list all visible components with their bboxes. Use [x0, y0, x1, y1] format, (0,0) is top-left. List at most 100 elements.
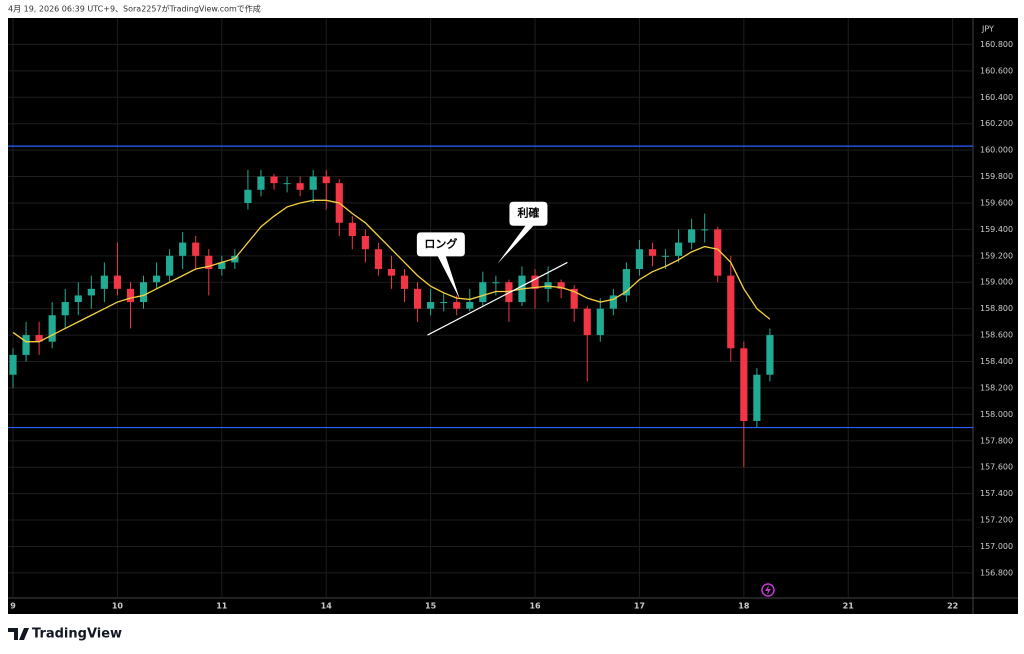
candle-body [701, 229, 709, 231]
y-tick-label: 159.200 [980, 251, 1013, 260]
trend-line [427, 261, 568, 336]
candle-body [387, 269, 396, 276]
candle-body [218, 262, 226, 270]
candle-body [361, 235, 369, 250]
y-tick-label: 158.600 [980, 331, 1013, 340]
y-tick-label: 158.400 [980, 357, 1013, 366]
candle-body [139, 282, 148, 303]
candle-body [374, 249, 383, 270]
candle-body [766, 335, 774, 375]
annotation: ロング [416, 232, 465, 300]
candle-body [179, 242, 187, 256]
candle-body [635, 249, 644, 270]
candle-body [309, 176, 317, 190]
x-tick-label: 10 [112, 602, 124, 611]
y-tick-label: 157.200 [980, 516, 1013, 525]
candle-body [648, 249, 657, 256]
annotation-label: ロング [424, 236, 457, 250]
candle-body [622, 269, 630, 296]
candle-body [544, 282, 552, 289]
candle-body [322, 176, 330, 184]
x-tick-label: 22 [947, 602, 958, 611]
x-tick-label: 16 [529, 602, 541, 611]
y-tick-label: 159.000 [980, 278, 1013, 287]
candle-body [596, 308, 604, 336]
candle-body [440, 302, 448, 304]
x-tick-label: 14 [321, 602, 333, 611]
x-tick-label: 17 [634, 602, 645, 611]
candle-body [74, 295, 82, 303]
candle-body [48, 315, 56, 342]
candle-body [688, 229, 696, 243]
y-tick-label: 159.400 [980, 225, 1013, 234]
annotation: 利確 [497, 201, 548, 264]
y-tick-label: 156.800 [980, 568, 1013, 577]
candle-body [35, 335, 43, 342]
candle-body [348, 222, 356, 236]
y-tick-label: 160.200 [980, 119, 1013, 128]
candle-body [557, 282, 565, 289]
alert-icon[interactable] [761, 583, 775, 597]
candle-body [740, 348, 748, 421]
candle-body [100, 275, 108, 289]
header-caption: 4月 19, 2026 06:39 UTC+9、Sora2257がTrading… [8, 4, 261, 14]
y-tick-label: 160.400 [980, 93, 1013, 102]
chart-background [8, 18, 1018, 614]
y-tick-label: 160.600 [980, 66, 1013, 75]
candle-body [9, 354, 17, 375]
brand-name: TradingView [32, 627, 122, 642]
candle-body [466, 302, 474, 309]
brand-mark [8, 628, 29, 640]
candle-body [113, 275, 122, 289]
candle-body [257, 176, 265, 190]
candle-body [270, 176, 278, 184]
alert-bolt[interactable] [765, 585, 771, 595]
candle-body [753, 374, 761, 421]
candle-body [674, 242, 683, 256]
candle-body [714, 229, 722, 276]
candle-body [283, 183, 291, 185]
moving-average [12, 199, 771, 343]
y-tick-label: 157.400 [980, 489, 1013, 498]
candle-body [61, 302, 69, 316]
x-tick-label: 18 [738, 602, 750, 611]
candle-body [400, 275, 409, 289]
candle-body [570, 288, 578, 309]
candle-body [296, 183, 304, 190]
candle-body [205, 255, 213, 270]
x-tick-label: 15 [425, 602, 437, 611]
candle-body [413, 288, 422, 309]
alert-circle[interactable] [761, 583, 775, 597]
y-tick-label: 159.600 [980, 198, 1013, 207]
y-tick-label: 160.000 [980, 146, 1013, 155]
annotation-label: 利確 [517, 206, 539, 220]
x-tick-label: 21 [843, 602, 855, 611]
candle-body [727, 275, 735, 349]
candle-body [453, 302, 461, 309]
candle-body [166, 255, 174, 276]
y-tick-label: 158.200 [980, 383, 1013, 392]
candle-body [244, 189, 252, 203]
candle-body [609, 295, 617, 309]
candle-body [479, 282, 487, 303]
candle-body [152, 275, 161, 283]
axis-currency: JPY [981, 25, 994, 34]
candle-body [192, 242, 200, 256]
x-tick-label: 9 [10, 602, 16, 611]
x-tick-label: 11 [216, 602, 228, 611]
y-tick-label: 157.000 [980, 542, 1013, 551]
candle-body [531, 275, 539, 289]
annotation-callout [497, 201, 548, 264]
y-tick-label: 157.800 [980, 436, 1013, 445]
y-tick-label: 158.800 [980, 304, 1013, 313]
candle-body [492, 282, 500, 284]
candle-body [583, 308, 591, 336]
candle-body [87, 288, 95, 296]
candle-body [427, 302, 435, 309]
y-tick-label: 157.600 [980, 463, 1013, 472]
y-tick-label: 160.800 [980, 40, 1013, 49]
y-tick-label: 158.000 [980, 410, 1013, 419]
y-tick-label: 159.800 [980, 172, 1013, 181]
annotation-callout [416, 232, 465, 300]
